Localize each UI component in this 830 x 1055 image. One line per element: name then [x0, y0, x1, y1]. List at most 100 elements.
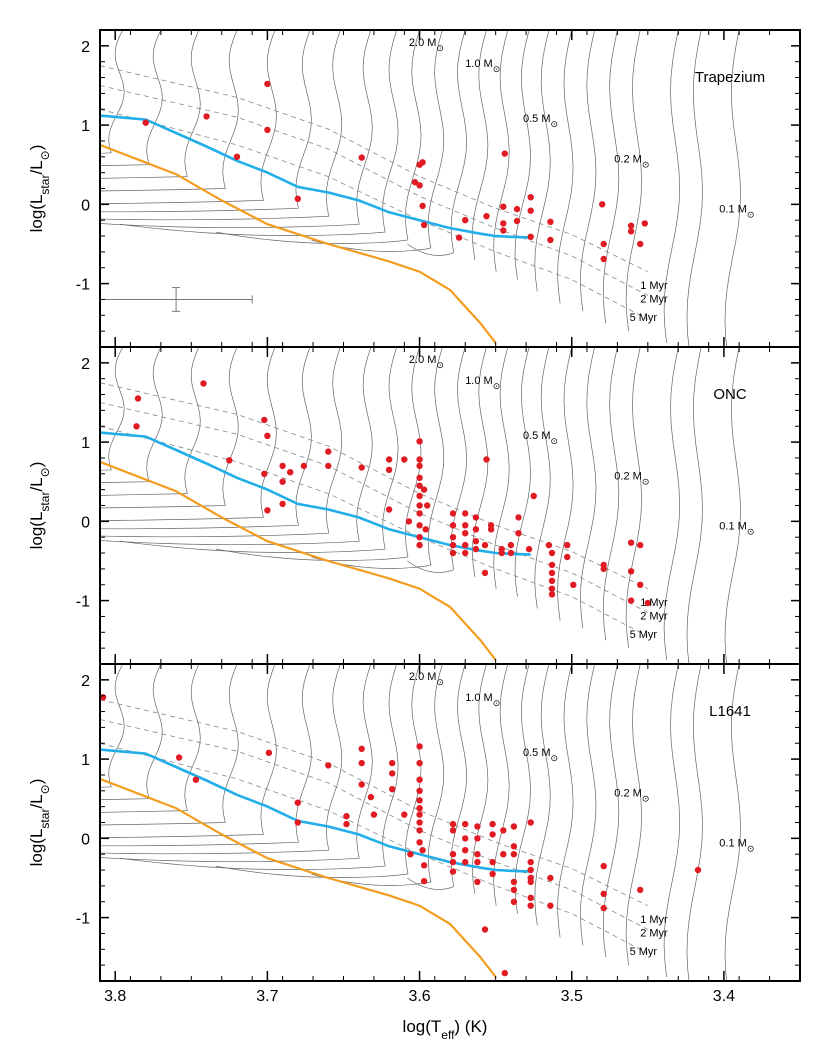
y-tick-label: 2: [81, 356, 90, 373]
axis-labels-group: log(Teff) (K): [403, 1017, 488, 1042]
evolutionary-track: [663, 30, 680, 344]
star-point: [547, 218, 554, 225]
star-point: [294, 799, 301, 806]
evolutionary-track: [100, 347, 239, 509]
star-point: [472, 545, 480, 553]
star-point: [358, 464, 365, 471]
x-tick-label: 3.6: [408, 988, 430, 1005]
evolutionary-track: [724, 664, 741, 981]
evolutionary-track: [514, 30, 531, 280]
isochrone-line: [100, 108, 648, 320]
star-point: [462, 217, 469, 224]
star-point: [627, 539, 635, 546]
star-point: [644, 599, 651, 607]
star-point: [407, 851, 414, 858]
star-point: [637, 240, 644, 248]
panel-1: 2.0 M⊙ 1.0 M⊙ 0.5 M⊙ 0.2 M⊙ 0.1 M⊙ 1 Myr 2 Myr…: [27, 29, 801, 348]
star-point: [527, 233, 534, 240]
star-point: [694, 866, 702, 874]
star-point: [455, 234, 463, 241]
star-point: [489, 870, 496, 878]
star-point: [420, 486, 428, 493]
isochrone-line: [100, 699, 648, 907]
panel-title: Trapezium: [695, 69, 765, 86]
star-point: [261, 416, 268, 424]
star-point: [134, 395, 142, 402]
evolutionary-track: [100, 30, 239, 192]
y-tick-label: -1: [76, 594, 90, 611]
evolutionary-track: [602, 664, 620, 958]
star-point: [416, 182, 423, 189]
star-point: [474, 878, 481, 886]
y-axis-label: log(Lstar/L⊙): [27, 779, 52, 867]
star-point: [358, 745, 365, 752]
track-mass-label: 0.1 M⊙: [719, 203, 754, 219]
star-point: [489, 831, 496, 838]
track-mass-label: 0.5 M⊙: [523, 430, 558, 446]
birthline-line: [100, 748, 531, 873]
evolutionary-track: [100, 347, 201, 496]
y-tick-label: 0: [81, 514, 90, 531]
evolutionary-track: [557, 30, 574, 304]
star-point: [483, 456, 490, 463]
star-point: [641, 220, 648, 227]
evolutionary-track: [100, 664, 163, 801]
star-point: [385, 466, 393, 473]
star-point: [449, 549, 457, 557]
star-point: [416, 510, 423, 517]
star-point: [416, 805, 423, 812]
star-point: [600, 890, 607, 897]
track-mass-label: 1.0 M⊙: [465, 58, 500, 74]
star-point: [226, 457, 233, 464]
evolutionary-track: [625, 664, 642, 966]
star-point: [416, 541, 423, 549]
track-mass-label: 0.2 M⊙: [614, 470, 649, 486]
track-mass-label: 1.0 M⊙: [465, 692, 500, 708]
isochrone-age-label: 1 Myr: [640, 597, 668, 609]
y-tick-label: 2: [81, 39, 90, 56]
star-point: [411, 179, 419, 186]
star-point: [472, 514, 480, 521]
star-point: [600, 904, 607, 912]
star-point: [564, 541, 571, 549]
plot-area-2: [100, 347, 741, 664]
star-point: [527, 207, 534, 214]
evolutionary-track: [100, 347, 312, 530]
x-tick-label: 3.4: [713, 988, 735, 1005]
star-point: [449, 534, 457, 541]
star-point: [483, 213, 490, 220]
star-point: [416, 743, 423, 750]
star-point: [548, 577, 556, 584]
star-point: [462, 820, 469, 828]
star-point: [279, 500, 286, 508]
y-tick-label: 1: [81, 435, 90, 452]
evolutionary-track: [514, 347, 531, 597]
star-point: [510, 886, 518, 894]
panel-frame: [99, 663, 801, 982]
star-point: [474, 851, 481, 858]
star-point: [385, 506, 393, 513]
star-point: [462, 549, 469, 557]
evolutionary-track: [100, 30, 343, 221]
star-point: [510, 878, 518, 886]
star-point: [401, 811, 408, 818]
star-point: [419, 202, 426, 210]
evolutionary-track: [100, 347, 373, 546]
isochrone-age-label: 2 Myr: [640, 928, 668, 940]
star-point: [358, 759, 365, 767]
isochrone-line: [100, 742, 648, 954]
isochrone-age-label: 1 Myr: [640, 914, 668, 926]
evolutionary-track: [625, 30, 642, 332]
star-point: [449, 522, 457, 529]
isochrone-age-label: 1 Myr: [640, 280, 668, 292]
star-point: [370, 811, 378, 818]
evolutionary-track: [100, 347, 343, 538]
y-tick-label: -1: [76, 277, 90, 294]
star-point: [515, 514, 522, 521]
isochrone-line: [100, 719, 648, 930]
evolutionary-track: [100, 664, 277, 838]
star-point: [527, 194, 534, 201]
star-point: [325, 462, 332, 470]
evolutionary-track: [100, 30, 277, 204]
